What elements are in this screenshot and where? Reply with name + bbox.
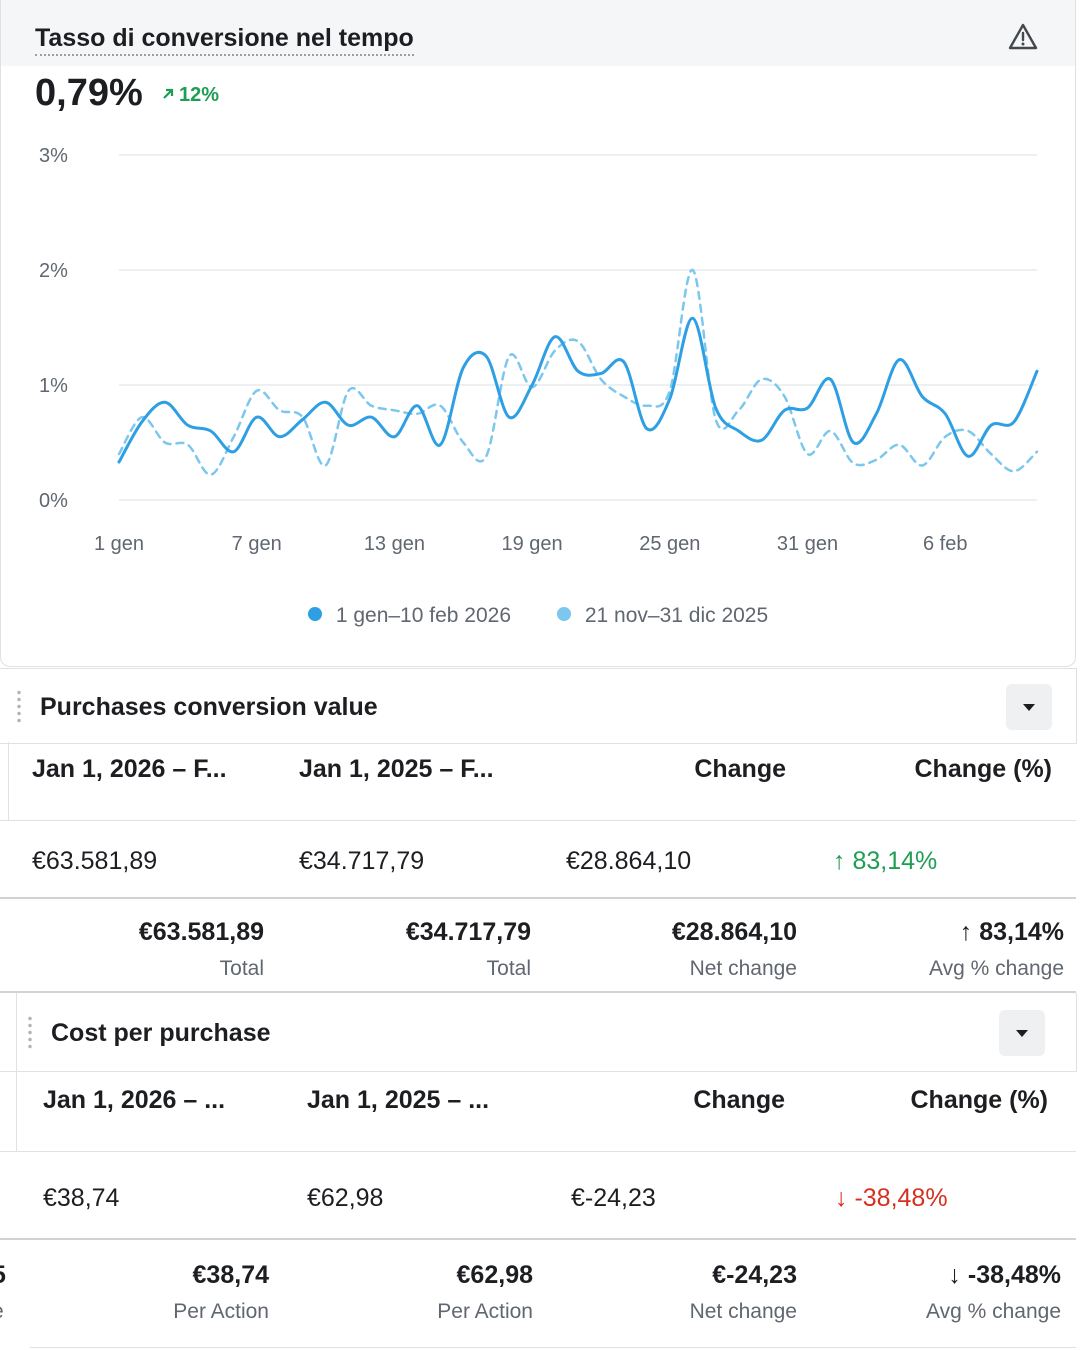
conversion-rate-chart: 3% 2% 1% 0% 1 gen 7 gen 13 gen 19 gen 25 gen 31 g… <box>39 145 1039 555</box>
cost-total-previous: €62,98 <box>456 1261 533 1289</box>
chart-title[interactable]: Tasso di conversione nel tempo <box>35 24 414 56</box>
drag-handle-icon[interactable] <box>28 1015 32 1051</box>
metric-value: 0,79% <box>35 72 143 114</box>
purchases-change-pct-text: 83,14% <box>852 847 938 875</box>
legend-dot-current <box>307 607 322 621</box>
purchases-col-current[interactable]: Jan 1, 2026 – F... <box>32 755 227 783</box>
cut-off-fragment: 5 <box>0 1261 6 1290</box>
purchases-change-value: €28.864,10 <box>566 847 692 875</box>
purchases-current-value: €63.581,89 <box>32 847 158 875</box>
purchases-change-pct-value: ↑ 83,14% <box>833 847 937 876</box>
arrow-up-icon: ↑ <box>959 918 973 946</box>
legend-item-current[interactable]: 1 gen–10 feb 2026 <box>307 604 511 628</box>
chart-card: Tasso di conversione nel tempo 0,79% 12%… <box>0 0 1076 667</box>
cost-change-pct-text: -38,48% <box>854 1184 948 1212</box>
cost-net-change: €-24,23 <box>712 1261 797 1289</box>
x-tick-label: 6 feb <box>923 533 967 555</box>
purchases-avg-change-text: 83,14% <box>979 918 1064 946</box>
divider <box>0 897 1076 899</box>
cost-col-previous[interactable]: Jan 1, 2025 – ... <box>307 1086 490 1114</box>
purchases-total-current-label: Total <box>219 957 264 980</box>
y-tick-label: 3% <box>39 145 68 167</box>
purchases-dropdown-button[interactable] <box>1006 684 1052 730</box>
legend-label-previous: 21 nov–31 dic 2025 <box>584 604 769 627</box>
arrow-up-right-icon <box>163 88 174 99</box>
x-tick-label: 25 gen <box>639 533 700 555</box>
cost-current-value: €38,74 <box>43 1184 120 1212</box>
chart-legend: 1 gen–10 feb 2026 21 nov–31 dic 2025 <box>1 604 1075 628</box>
purchases-net-change-label: Net change <box>689 957 797 980</box>
x-tick-label: 31 gen <box>777 533 838 555</box>
cost-total-current: €38,74 <box>192 1261 269 1289</box>
cost-col-change[interactable]: Change <box>693 1086 785 1114</box>
y-tick-label: 0% <box>39 490 68 512</box>
chart-card-header: Tasso di conversione nel tempo <box>1 0 1075 66</box>
series-line-previous <box>117 268 1039 476</box>
drag-handle-icon[interactable] <box>17 689 21 725</box>
purchases-col-change-pct[interactable]: Change (%) <box>914 755 1053 783</box>
y-tick-label: 1% <box>39 375 68 397</box>
cost-total-previous-label: Per Action <box>437 1300 533 1323</box>
cost-title: Cost per purchase <box>51 1019 271 1047</box>
cost-dropdown-button[interactable] <box>999 1010 1045 1056</box>
divider <box>0 820 1076 821</box>
purchases-previous-value: €34.717,79 <box>299 847 425 875</box>
cost-col-current[interactable]: Jan 1, 2026 – ... <box>43 1086 226 1114</box>
purchases-title: Purchases conversion value <box>40 693 378 721</box>
metric-delta-text: 12% <box>179 84 220 106</box>
legend-item-previous[interactable]: 21 nov–31 dic 2025 <box>556 604 769 628</box>
cost-previous-value: €62,98 <box>307 1184 384 1212</box>
metric-delta: 12% <box>161 84 219 107</box>
arrow-down-icon: ↓ <box>835 1184 848 1212</box>
cost-avg-change-label: Avg % change <box>925 1300 1061 1323</box>
purchases-total-previous: €34.717,79 <box>405 918 531 946</box>
cost-net-change-label: Net change <box>689 1300 797 1323</box>
purchases-net-change: €28.864,10 <box>671 918 797 946</box>
purchases-section-header: Purchases conversion value <box>0 668 1077 744</box>
purchases-col-previous[interactable]: Jan 1, 2025 – F... <box>299 755 494 783</box>
arrow-up-icon: ↑ <box>833 847 846 875</box>
warning-triangle-icon[interactable] <box>1007 22 1039 52</box>
series-line-current <box>117 316 1039 464</box>
cost-change-value: €-24,23 <box>571 1184 656 1212</box>
purchases-col-change[interactable]: Change <box>694 755 786 783</box>
cost-avg-change: ↓ -38,48% <box>948 1261 1061 1290</box>
cost-total-current-label: Per Action <box>173 1300 269 1323</box>
divider <box>0 991 1076 993</box>
cut-off-fragment: e <box>0 1300 4 1324</box>
legend-label-current: 1 gen–10 feb 2026 <box>335 604 511 627</box>
purchases-left-border <box>8 742 9 820</box>
y-tick-label: 2% <box>39 260 68 282</box>
x-tick-label: 19 gen <box>502 533 563 555</box>
cost-col-change-pct[interactable]: Change (%) <box>910 1086 1049 1114</box>
divider <box>0 1151 1076 1152</box>
purchases-avg-change: ↑ 83,14% <box>960 918 1064 947</box>
purchases-total-current: €63.581,89 <box>138 918 264 946</box>
x-tick-label: 1 gen <box>94 533 144 555</box>
cost-change-pct-value: ↓ -38,48% <box>835 1184 948 1213</box>
legend-dot-previous <box>556 607 571 621</box>
x-tick-label: 13 gen <box>364 533 425 555</box>
divider <box>30 1347 1076 1348</box>
arrow-down-icon: ↓ <box>948 1261 961 1289</box>
purchases-total-previous-label: Total <box>486 957 531 980</box>
x-tick-label: 7 gen <box>232 533 282 555</box>
purchases-avg-change-label: Avg % change <box>928 957 1064 980</box>
cost-left-border <box>16 993 17 1151</box>
cost-section-header: Cost per purchase <box>0 993 1077 1072</box>
divider <box>0 1238 1076 1240</box>
cost-avg-change-text: -38,48% <box>967 1261 1061 1289</box>
